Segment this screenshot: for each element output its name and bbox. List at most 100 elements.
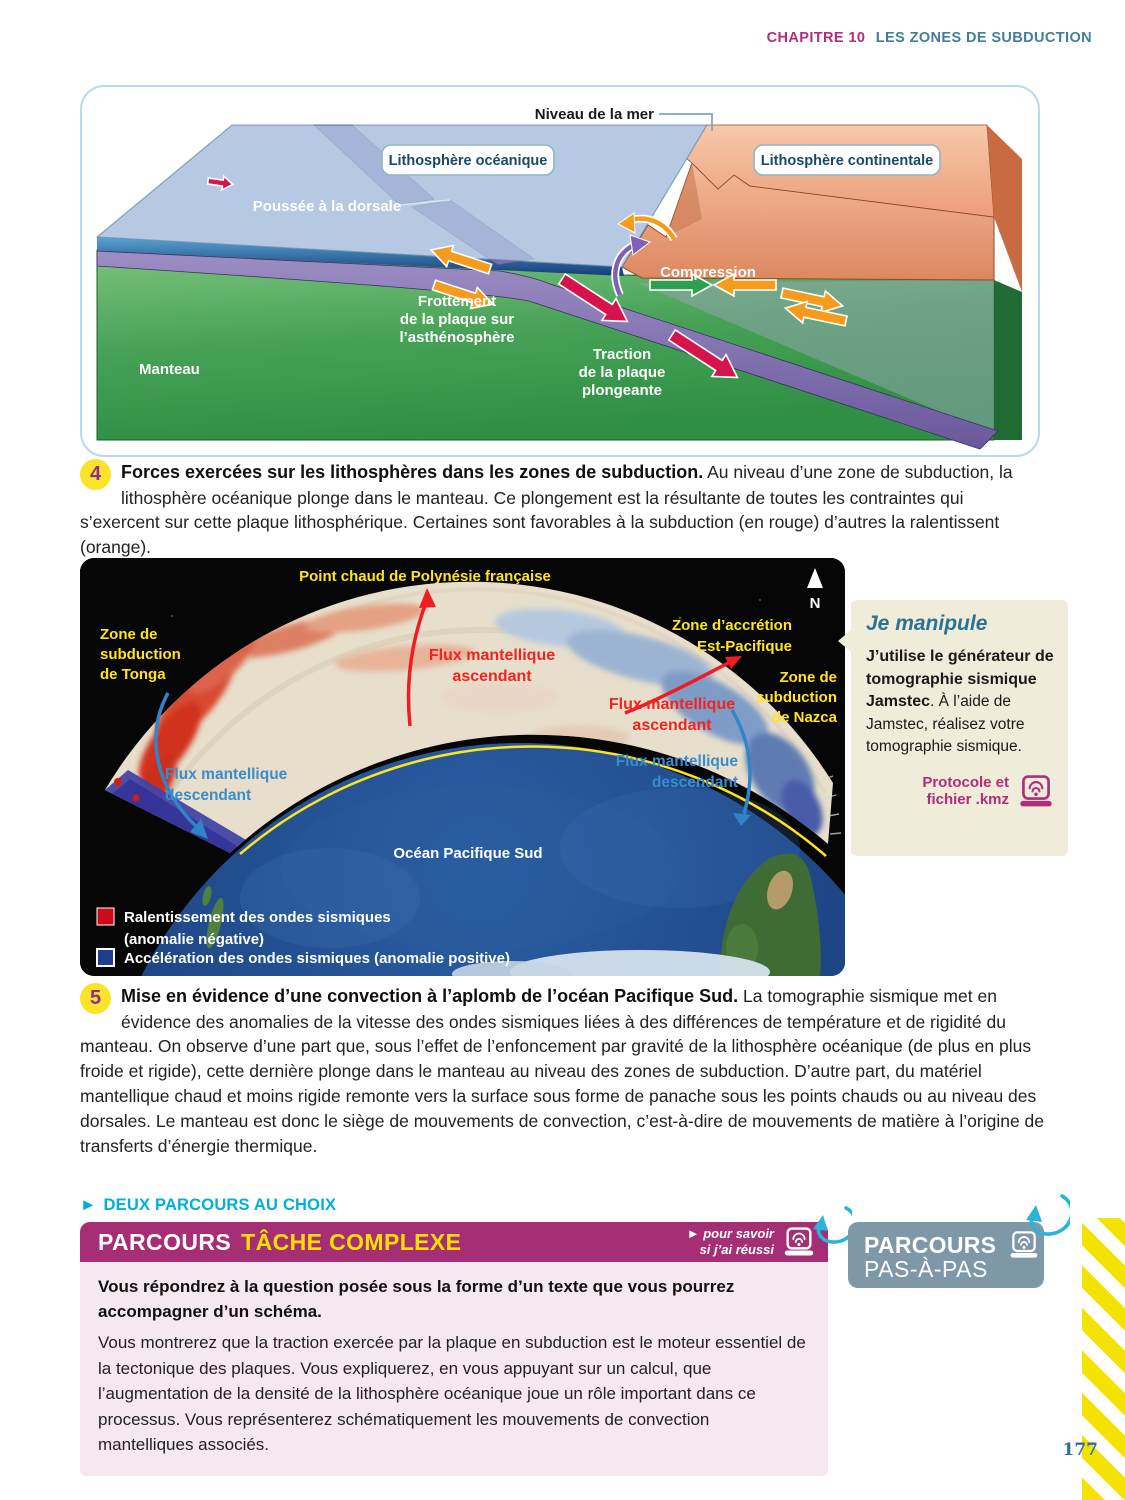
- svg-text:subduction: subduction: [100, 646, 181, 663]
- ridge-push-label: Poussée à la dorsale: [253, 198, 401, 215]
- svg-text:Frottement: Frottement: [418, 293, 496, 310]
- svg-text:Lithosphère océanique: Lithosphère océanique: [389, 153, 548, 169]
- parcours-tc-body: Vous répondrez à la question posée sous …: [80, 1262, 828, 1476]
- parcours-tache-complexe-box: PARCOURS TÂCHE COMPLEXE ► pour savoir si …: [80, 1222, 828, 1476]
- je-manipule-text: J’utilise le générateur de tomographie s…: [866, 646, 1055, 758]
- antarctica-landmass: [510, 950, 770, 976]
- svg-text:de la plaque sur: de la plaque sur: [400, 311, 514, 328]
- curly-arrow-icon: [813, 1206, 852, 1244]
- figure4-number-badge: 4: [80, 459, 111, 490]
- svg-text:Ralentissement des ondes sismi: Ralentissement des ondes sismiques: [124, 909, 391, 926]
- svg-text:Zone de: Zone de: [100, 626, 158, 643]
- svg-text:descendant: descendant: [652, 774, 738, 791]
- hotspot-label: Point chaud de Polynésie française: [299, 568, 551, 585]
- svg-text:de Nazca: de Nazca: [772, 709, 838, 726]
- je-manipule-box: Je manipule J’utilise le générateur de t…: [838, 600, 1068, 856]
- parcours-tache-complexe-header: PARCOURS TÂCHE COMPLEXE ► pour savoir si …: [80, 1222, 828, 1262]
- figure5-tomography-image: N Point chaud de Polynésie française Zon…: [80, 558, 845, 976]
- deux-parcours-label: DEUX PARCOURS AU CHOIX: [103, 1196, 337, 1214]
- svg-text:Accélération des ondes sismiqu: Accélération des ondes sismiques (anomal…: [124, 950, 510, 967]
- svg-text:N: N: [810, 595, 821, 612]
- svg-text:descendant: descendant: [165, 787, 251, 804]
- svg-text:subduction: subduction: [756, 689, 837, 706]
- parcours-tc-title: PARCOURS TÂCHE COMPLEXE: [98, 1228, 462, 1255]
- north-compass: N: [807, 568, 823, 612]
- page-number: 177: [1062, 1440, 1099, 1460]
- svg-text:Traction: Traction: [593, 346, 651, 363]
- laptop-wifi-icon[interactable]: [1017, 775, 1055, 808]
- deux-parcours-heading: ► DEUX PARCOURS AU CHOIX: [80, 1196, 336, 1215]
- flux-descendant-label-left: Flux mantellique descendant: [165, 766, 288, 804]
- legend-swatch-negative: [96, 907, 115, 926]
- svg-text:Zone d’accrétion: Zone d’accrétion: [672, 617, 792, 634]
- je-manipule-rest-text: . À l’aide de Jamstec, réalisez votre to…: [866, 693, 1025, 756]
- sea-level-leader-line: [659, 113, 713, 131]
- subduction-3d-diagram: Lithosphère océanique Lithosphère contin…: [95, 106, 1022, 450]
- svg-text:Flux mantellique: Flux mantellique: [609, 696, 735, 713]
- chapter-label: CHAPITRE 10: [766, 30, 866, 46]
- lithosphere-oceanique-label: Lithosphère océanique: [381, 144, 555, 176]
- continent-side-face: [987, 125, 1022, 292]
- svg-text:Flux mantellique: Flux mantellique: [429, 647, 555, 664]
- je-manipule-title: Je manipule: [866, 612, 988, 635]
- traction-label: Traction de la plaque plongeante: [579, 346, 666, 399]
- compression-label: Compression: [660, 264, 756, 281]
- tomography-legend: Ralentissement des ondes sismiques (anom…: [96, 907, 510, 967]
- svg-text:Est-Pacifique: Est-Pacifique: [697, 638, 792, 655]
- curly-arrow-icon: [1026, 1194, 1070, 1236]
- seismic-ray-ticks: [821, 775, 842, 835]
- tonga-label: Zone de subduction de Tonga: [100, 626, 181, 683]
- subducting-slab: [96, 250, 999, 450]
- flux-descendant-label-right: Flux mantellique descendant: [616, 753, 739, 791]
- svg-text:Zone de: Zone de: [779, 669, 837, 686]
- figure5-number-badge: 5: [80, 983, 111, 1014]
- figure5-caption-title: Mise en évidence d’une convection à l’ap…: [121, 986, 739, 1006]
- trench-curl-arrows: [611, 212, 678, 297]
- svg-text:ascendant: ascendant: [452, 668, 532, 685]
- nazca-label: Zone de subduction de Nazca: [756, 669, 837, 726]
- pas-title-word: PARCOURS: [864, 1231, 997, 1258]
- ocean-water-front: [97, 237, 624, 276]
- friction-label: Frottement de la plaque sur l’asthénosph…: [399, 293, 514, 346]
- lithosphere-continentale-label: Lithosphère continentale: [753, 144, 941, 176]
- protocole-link-label[interactable]: Protocole et fichier .kmz: [922, 774, 1009, 809]
- protocole-link[interactable]: Protocole et fichier .kmz: [866, 774, 1055, 809]
- svg-text:Flux mantellique: Flux mantellique: [165, 766, 288, 783]
- continental-root-wedge: [638, 280, 994, 435]
- triangle-bullet-icon: ►: [80, 1196, 97, 1214]
- svg-text:Flux mantellique: Flux mantellique: [616, 753, 739, 770]
- page-header: CHAPITRE 10 LES ZONES DE SUBDUCTION: [767, 30, 1092, 46]
- figure4-caption-text: Au niveau d’une zone de subduction, la l…: [80, 462, 1013, 558]
- tomography-svg: N Point chaud de Polynésie française Zon…: [80, 558, 845, 976]
- je-manipule-bold-text: J’utilise le générateur de tomographie s…: [866, 648, 1054, 711]
- mantle-flux-arrows: [154, 588, 752, 839]
- flux-ascendant-label-2: Flux mantellique ascendant: [609, 696, 735, 734]
- svg-text:(anomalie négative): (anomalie négative): [124, 931, 264, 948]
- figure5-caption: 5 Mise en évidence d’une convection à l’…: [80, 983, 1045, 1159]
- svg-text:plongeante: plongeante: [582, 382, 662, 399]
- figure4-caption-title: Forces exercées sur les lithosphères dan…: [121, 462, 704, 482]
- svg-text:ascendant: ascendant: [632, 717, 712, 734]
- page-edge-stripes: [1082, 1218, 1125, 1500]
- island-new-zealand: [206, 897, 224, 949]
- tc-consigne-text: Vous montrerez que la traction exercée p…: [98, 1333, 806, 1455]
- pas-title-line2: PAS-À-PAS: [864, 1256, 988, 1282]
- figure4-caption: 4 Forces exercées sur les lithosphères d…: [80, 459, 1045, 560]
- south-pacific-label: Océan Pacifique Sud: [393, 845, 542, 862]
- pour-savoir-badge[interactable]: ► pour savoir si j’ai réussi: [687, 1226, 816, 1257]
- je-manipule-pointer: [838, 630, 851, 652]
- flux-ascendant-label-1: Flux mantellique ascendant: [429, 647, 555, 685]
- tc-consigne-bold: Vous répondrez à la question posée sous …: [98, 1277, 735, 1321]
- legend-swatch-positive: [96, 948, 115, 967]
- parcours-pas-a-pas-box[interactable]: PARCOURS PAS-À-PAS: [848, 1222, 1044, 1288]
- figure4-subduction-diagram: Lithosphère océanique Lithosphère contin…: [80, 85, 1040, 457]
- accretion-label: Zone d’accrétion Est-Pacifique: [672, 617, 792, 655]
- mountain-shading: [666, 163, 702, 237]
- svg-text:de Tonga: de Tonga: [100, 666, 166, 683]
- svg-text:de la plaque: de la plaque: [579, 364, 666, 381]
- sea-level-label: Niveau de la mer: [535, 106, 654, 123]
- mantle-side-face: [994, 280, 1022, 440]
- chapter-title: LES ZONES DE SUBDUCTION: [875, 30, 1092, 46]
- figure5-caption-text: La tomographie sismique met en évidence …: [80, 986, 1045, 1156]
